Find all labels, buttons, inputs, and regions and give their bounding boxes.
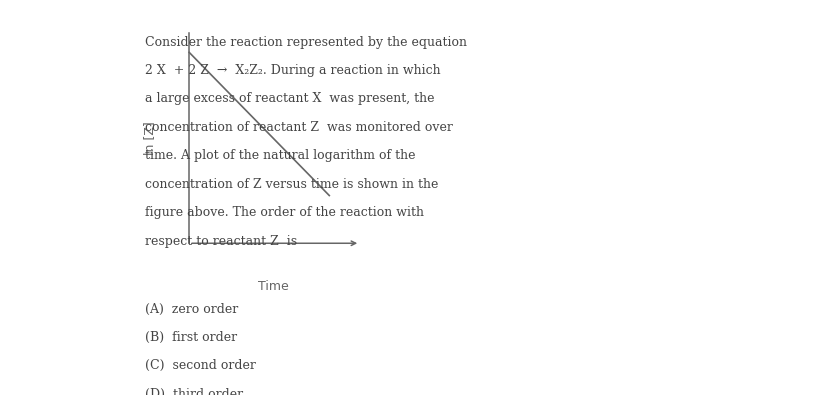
Text: a large excess of reactant X  was present, the: a large excess of reactant X was present… (145, 92, 434, 105)
Text: Consider the reaction represented by the equation: Consider the reaction represented by the… (145, 36, 466, 49)
Text: (D)  third order: (D) third order (145, 388, 243, 395)
Text: (C)  second order: (C) second order (145, 359, 256, 372)
Text: 2 X  + 2 Z  →  X₂Z₂. During a reaction in which: 2 X + 2 Z → X₂Z₂. During a reaction in w… (145, 64, 440, 77)
Text: respect to reactant Z  is: respect to reactant Z is (145, 235, 297, 248)
Text: concentration of Z versus time is shown in the: concentration of Z versus time is shown … (145, 178, 437, 191)
Text: ln [Z]: ln [Z] (143, 121, 155, 155)
Text: (B)  first order: (B) first order (145, 331, 237, 344)
Text: figure above. The order of the reaction with: figure above. The order of the reaction … (145, 206, 423, 219)
Text: time. A plot of the natural logarithm of the: time. A plot of the natural logarithm of… (145, 149, 415, 162)
Text: (A)  zero order: (A) zero order (145, 303, 238, 316)
Text: Time: Time (257, 280, 289, 293)
Text: concentration of reactant Z  was monitored over: concentration of reactant Z was monitore… (145, 121, 452, 134)
